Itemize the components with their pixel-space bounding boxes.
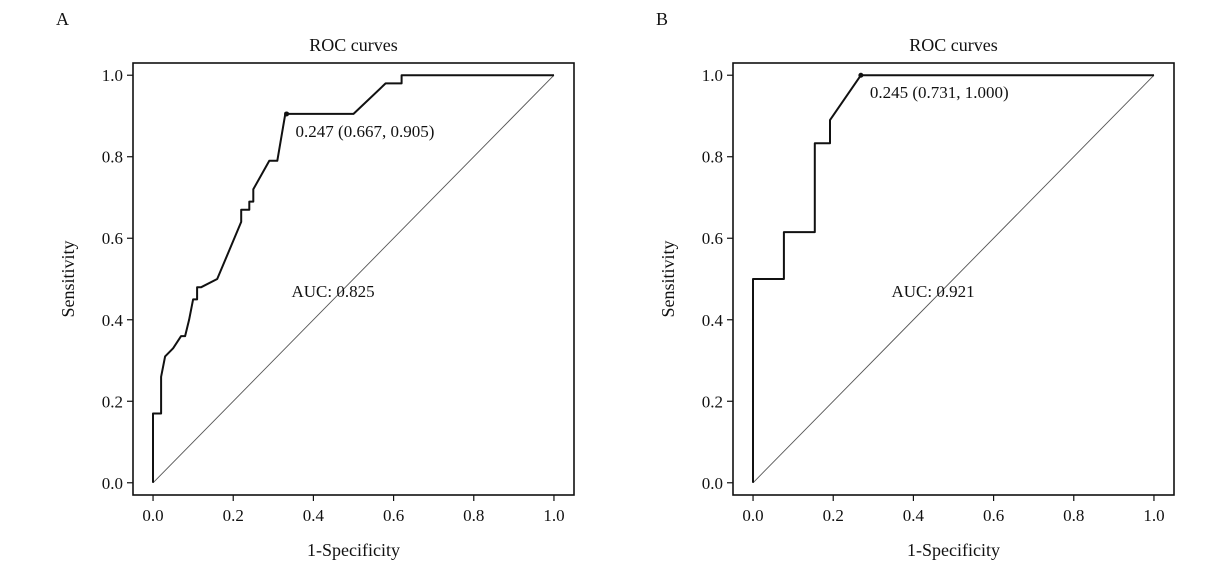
x-tick-label: 0.2 [823,506,844,525]
roc-chart-a: A ROC curves 0.247 (0.667, 0.905) AUC: 0.82… [56,9,575,560]
auc-label: AUC: 0.825 [292,282,375,301]
y-tick-label: 0.0 [702,474,723,493]
y-tick-label: 0.2 [702,392,723,411]
y-tick-label: 0.6 [102,229,123,248]
x-tick-label: 0.8 [1063,506,1084,525]
chart-title: ROC curves [909,35,998,55]
reference-diagonal-line [752,74,1155,484]
reference-diagonal-line [152,74,555,484]
x-tick-label: 0.6 [983,506,1004,525]
panel-label: B [656,9,668,29]
y-tick-label: 0.4 [702,311,724,330]
x-tick-label: 0.4 [303,506,325,525]
y-axis-title: Sensitivity [658,240,678,317]
y-tick-label: 0.8 [702,148,723,167]
x-tick-label: 0.2 [223,506,244,525]
x-tick-label: 0.6 [383,506,404,525]
panel-label: A [56,9,69,29]
roc-curve-line [752,74,1154,483]
y-tick-label: 0.2 [102,392,123,411]
cutoff-point-label: 0.245 (0.731, 1.000) [870,83,1009,102]
y-tick-label: 0.0 [102,474,123,493]
x-axis-title: 1-Specificity [307,540,400,560]
roc-panel-b: B ROC curves 0.245 (0.731, 1.000) AUC: 0.92… [600,0,1200,572]
x-tick-label: 0.0 [142,506,163,525]
cutoff-point-marker [284,111,290,117]
y-axis-title: Sensitivity [58,240,78,317]
x-tick-label: 0.0 [742,506,763,525]
cutoff-point-marker [858,72,864,78]
chart-title: ROC curves [309,35,398,55]
x-tick-label: 1.0 [1143,506,1164,525]
y-tick-label: 0.6 [702,229,723,248]
roc-panel-a: A ROC curves 0.247 (0.667, 0.905) AUC: 0.82… [0,0,600,572]
auc-label: AUC: 0.921 [892,282,975,301]
plot-frame [732,62,1175,496]
roc-curve-line [152,74,554,483]
y-tick-label: 0.8 [102,148,123,167]
x-tick-label: 1.0 [543,506,564,525]
plot-frame [132,62,575,496]
y-tick-label: 1.0 [102,66,123,85]
y-tick-label: 1.0 [702,66,723,85]
x-tick-label: 0.8 [463,506,484,525]
x-axis-title: 1-Specificity [907,540,1000,560]
cutoff-point-label: 0.247 (0.667, 0.905) [296,122,435,141]
x-tick-label: 0.4 [903,506,925,525]
y-tick-label: 0.4 [102,311,124,330]
roc-chart-b: B ROC curves 0.245 (0.731, 1.000) AUC: 0.92… [656,9,1175,560]
